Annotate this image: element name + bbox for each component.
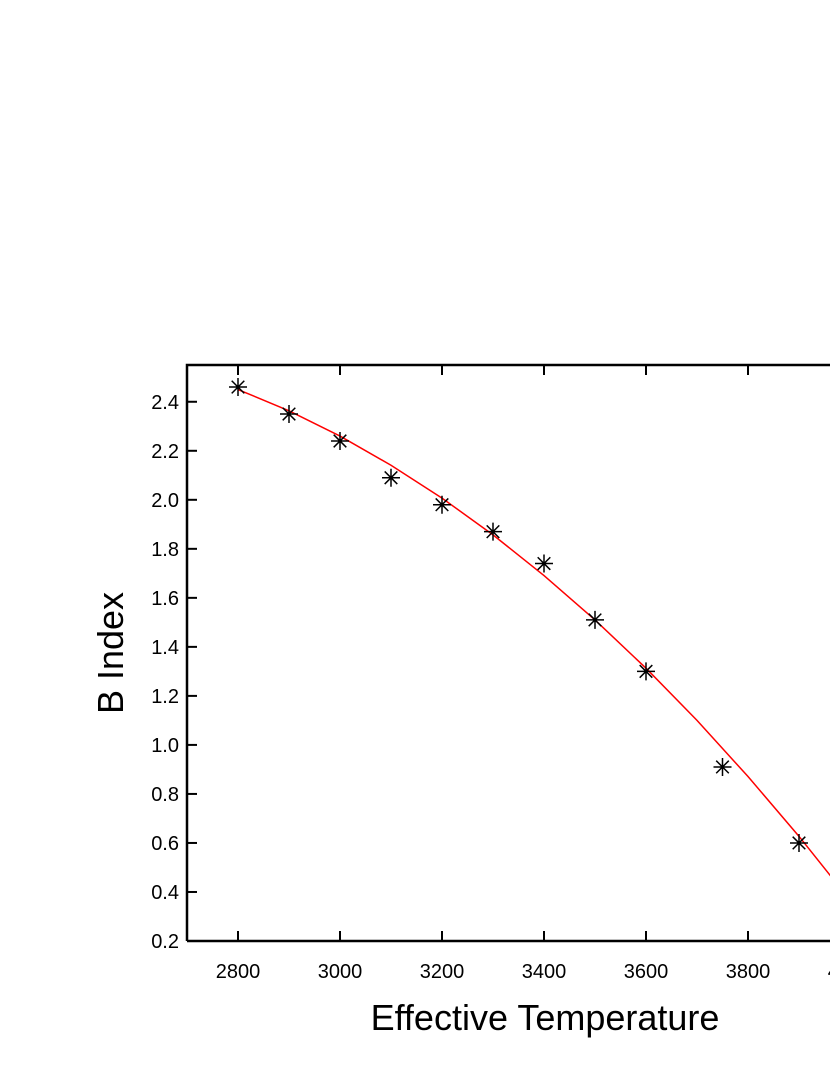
y-tick-label: 0.6 bbox=[151, 833, 179, 855]
y-tick-label: 1.8 bbox=[151, 539, 179, 561]
x-tick-label: 2800 bbox=[216, 961, 261, 983]
x-tick-label: 3600 bbox=[624, 961, 669, 983]
plot-area bbox=[229, 378, 830, 877]
star-marker bbox=[790, 833, 808, 852]
y-tick-label: 1.2 bbox=[151, 686, 179, 708]
y-tick-label: 0.2 bbox=[151, 931, 179, 953]
y-tick-label: 1.0 bbox=[151, 735, 179, 757]
y-tick-label: 2.4 bbox=[151, 392, 179, 414]
star-marker bbox=[586, 610, 604, 629]
y-tick-label: 0.8 bbox=[151, 784, 179, 806]
star-marker bbox=[637, 662, 655, 681]
x-tick-label: 3400 bbox=[522, 961, 567, 983]
x-tick-label: 3200 bbox=[420, 961, 465, 983]
y-tick-label: 1.4 bbox=[151, 637, 179, 659]
x-tick-label: 4000 bbox=[828, 961, 830, 983]
axis-frame bbox=[185, 363, 830, 943]
star-marker bbox=[229, 378, 247, 397]
y-tick-label: 2.2 bbox=[151, 441, 179, 463]
x-tick-label: 3800 bbox=[726, 961, 771, 983]
star-marker bbox=[382, 468, 400, 487]
star-marker bbox=[484, 522, 502, 541]
x-tick-label: 3000 bbox=[318, 961, 363, 983]
star-marker bbox=[331, 431, 349, 450]
star-marker bbox=[433, 495, 451, 514]
star-marker bbox=[535, 554, 553, 573]
fit-line bbox=[237, 388, 830, 877]
star-marker bbox=[280, 405, 298, 424]
x-axis-title: Effective Temperature bbox=[371, 997, 720, 1038]
y-axis-title: B Index bbox=[90, 592, 131, 714]
star-marker bbox=[713, 757, 732, 776]
y-tick-label: 0.4 bbox=[151, 882, 179, 904]
y-tick-label: 2.0 bbox=[151, 490, 179, 512]
y-tick-label: 1.6 bbox=[151, 588, 179, 610]
